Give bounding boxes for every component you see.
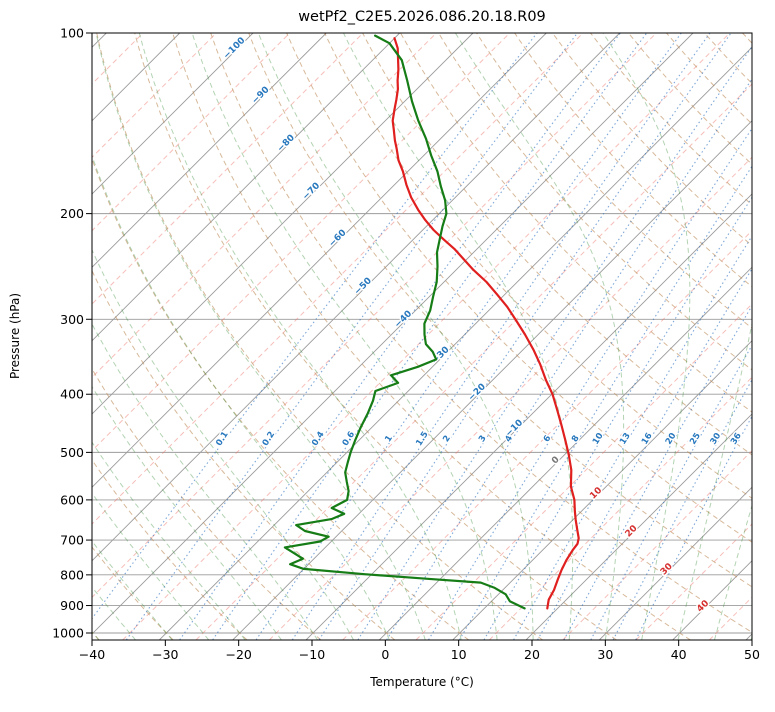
mixing-ratio-label: 0.4 — [310, 430, 327, 448]
isotherm-label: −90 — [250, 85, 271, 106]
x-axis-label: Temperature (°C) — [369, 675, 474, 689]
x-tick-label: 40 — [671, 647, 687, 662]
mixing-ratio-label: 10 — [591, 431, 606, 446]
isotherm-lines — [92, 33, 752, 640]
plot-frame — [91, 32, 753, 641]
isotherm-label: −80 — [276, 133, 297, 154]
isotherm-label: −20 — [467, 382, 488, 403]
y-tick-label: 600 — [60, 492, 84, 507]
isotherm-label: −50 — [353, 276, 374, 297]
plot-layers: 0.1 0.2 0.4 0.6 1 1.5 2 3 4 6 8 10 13 16 20 25 30 36−100−… — [92, 33, 752, 640]
isotherm-label: −100 — [222, 36, 248, 62]
y-axis-ticks: 100 200 300 400 500 600 700 800 900 1000 — [52, 26, 92, 641]
plot-area: 0.1 0.2 0.4 0.6 1 1.5 2 3 4 6 8 10 13 16 20 25 30 36−100−… — [92, 33, 752, 640]
mixing-ratio-label: 1 — [383, 434, 395, 444]
mixing-ratio-label: 2 — [441, 434, 453, 444]
y-tick-label: 800 — [60, 567, 84, 582]
pressure-gridlines — [92, 33, 752, 634]
mixing-ratio-label: 0.1 — [214, 430, 231, 448]
isotherm-label: −60 — [327, 228, 348, 249]
x-tick-label: −20 — [225, 647, 251, 662]
x-tick-label: 20 — [524, 647, 540, 662]
mixing-ratio-label: 36 — [729, 431, 744, 446]
x-tick-label: −40 — [79, 647, 105, 662]
moist-adiabat-lines — [92, 33, 752, 640]
mixing-ratio-label: 1.5 — [414, 430, 431, 448]
temperature-curve — [391, 37, 580, 610]
isotherm-minor-lines — [92, 33, 752, 640]
mixing-ratio-label: 16 — [640, 431, 655, 446]
mixing-ratio-label: 3 — [477, 434, 489, 444]
y-tick-label: 300 — [60, 312, 84, 327]
x-tick-label: −30 — [152, 647, 178, 662]
mixing-ratio-label: 8 — [570, 434, 582, 444]
y-tick-label: 400 — [60, 387, 84, 402]
dry-adiabat-lines — [92, 33, 752, 640]
x-tick-label: 50 — [744, 647, 760, 662]
y-tick-label: 200 — [60, 206, 84, 221]
y-tick-label: 1000 — [52, 626, 84, 641]
mixing-ratio-label: 25 — [688, 431, 703, 446]
isotherm-label: −10 — [504, 418, 525, 439]
isotherm-label: 40 — [695, 599, 711, 615]
y-tick-label: 500 — [60, 445, 84, 460]
isotherm-label: 10 — [588, 486, 604, 502]
y-tick-label: 100 — [60, 26, 84, 41]
dewpoint-curve — [283, 34, 526, 610]
isotherm-label: −70 — [301, 181, 322, 202]
chart-title: wetPf2_C2E5.2026.086.20.18.R09 — [298, 9, 546, 25]
x-axis-ticks: −40 −30 −20 −10 0 10 20 30 40 50 — [79, 640, 760, 662]
x-tick-label: 0 — [381, 647, 389, 662]
axis-layers: −40 −30 −20 −10 0 10 20 30 40 5010020030040050060… — [52, 26, 760, 663]
isotherm-label: 0 — [550, 455, 562, 467]
x-tick-label: −10 — [299, 647, 325, 662]
x-tick-label: 30 — [597, 647, 613, 662]
y-tick-label: 900 — [60, 598, 84, 613]
mixing-ratio-label: 13 — [618, 431, 633, 446]
y-tick-label: 700 — [60, 533, 84, 548]
y-axis-label: Pressure (hPa) — [8, 293, 22, 379]
x-tick-label: 10 — [451, 647, 467, 662]
mixing-ratio-label: 0.2 — [261, 430, 278, 448]
